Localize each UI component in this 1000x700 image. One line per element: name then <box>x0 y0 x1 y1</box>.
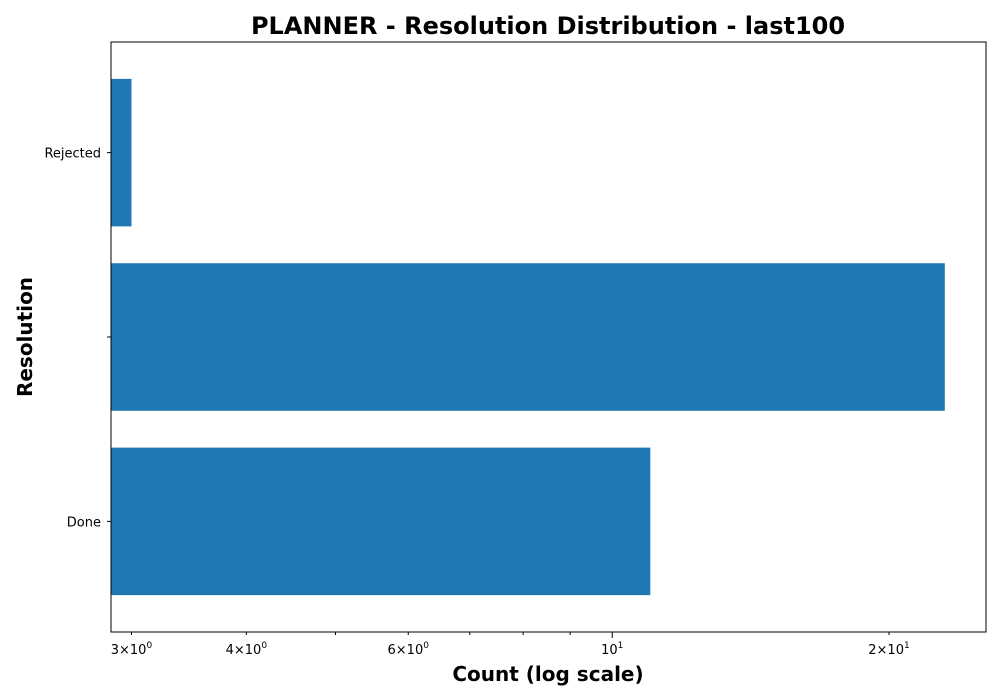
y-tick-label: Rejected <box>44 147 101 162</box>
x-axis-label: Count (log scale) <box>452 662 643 686</box>
chart-title: PLANNER - Resolution Distribution - last… <box>251 12 845 40</box>
x-tick-label: 6×100 <box>388 641 430 658</box>
x-tick-label: 2×101 <box>868 641 909 658</box>
x-tick-label: 101 <box>601 641 623 658</box>
x-axis: 101 3×100 4×100 6×100 2×101 <box>111 632 910 658</box>
y-tick-label: Done <box>67 515 101 530</box>
bar-done <box>111 447 651 596</box>
y-axis: Done Rejected <box>44 147 111 530</box>
y-axis-label: Resolution <box>13 277 37 397</box>
bar-unlabeled <box>111 263 945 411</box>
bars-group <box>111 78 945 596</box>
x-tick-label: 3×100 <box>111 641 153 658</box>
bar-rejected <box>111 78 132 227</box>
x-tick-label: 4×100 <box>226 641 268 658</box>
